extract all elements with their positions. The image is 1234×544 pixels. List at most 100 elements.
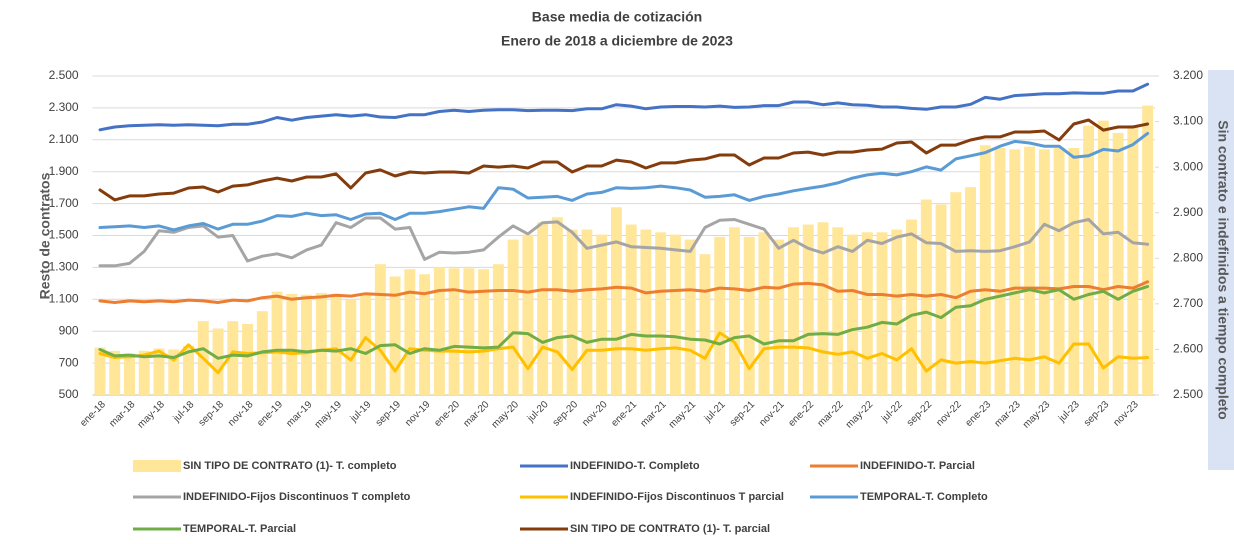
bar [404, 269, 416, 395]
x-tick-label: may-18 [136, 399, 168, 431]
bar [551, 217, 563, 395]
legend-label: INDEFINIDO-Fijos Discontinuos T parcial [570, 491, 784, 503]
bar [817, 222, 829, 395]
bar [124, 353, 135, 395]
bar [301, 294, 313, 395]
bar [271, 291, 283, 395]
x-tick-label: may-19 [313, 399, 345, 431]
line-series [98, 131, 1150, 232]
bar [891, 229, 903, 395]
x-tick-label: sep-23 [1082, 399, 1112, 429]
x-tick-label: ene-22 [786, 399, 816, 429]
x-tick-label: mar-20 [461, 399, 491, 429]
bar [374, 264, 386, 395]
bar [640, 229, 652, 395]
x-tick-label: jul-19 [348, 399, 374, 425]
y2-tick-label: 2.900 [1173, 205, 1203, 219]
legend-label: SIN TIPO DE CONTRATO (1)- T. parcial [570, 523, 770, 535]
bar [729, 227, 740, 395]
bar [448, 268, 460, 395]
bar [1142, 105, 1154, 395]
bar [847, 234, 858, 395]
bar [212, 328, 224, 395]
y-tick-label: 1.700 [49, 196, 79, 210]
x-tick-label: sep-18 [197, 399, 227, 429]
x-tick-label: sep-21 [728, 399, 758, 429]
line-series [98, 280, 1150, 304]
x-tick-label: ene-20 [432, 399, 462, 429]
bar [537, 222, 549, 395]
legend-label: INDEFINIDO-T. Parcial [860, 460, 975, 472]
bar [625, 224, 637, 395]
y-tick-label: 1.500 [49, 228, 79, 242]
bar [994, 148, 1006, 395]
bar [286, 293, 298, 395]
bar [876, 232, 888, 395]
line-series [98, 118, 1150, 202]
bar [507, 239, 519, 395]
bar [1068, 148, 1080, 395]
bar [227, 321, 239, 395]
line-series [98, 285, 1150, 360]
bar [1038, 149, 1050, 395]
bar [979, 145, 991, 395]
bar [330, 293, 342, 395]
y-tick-label: 2.100 [49, 132, 79, 146]
bar [1112, 132, 1124, 395]
y2-tick-label: 3.200 [1173, 68, 1203, 82]
bar [522, 234, 534, 395]
y-tick-label: 2.500 [49, 68, 79, 82]
x-tick-label: nov-19 [403, 399, 433, 429]
x-tick-label: jul-22 [879, 399, 905, 425]
bar [315, 292, 327, 395]
y-axis-label: Resto de contratos [37, 172, 53, 299]
bar [1024, 146, 1036, 395]
x-tick-label: mar-21 [638, 399, 668, 429]
x-tick-label: nov-18 [226, 399, 256, 429]
y2-tick-label: 2.500 [1173, 387, 1203, 401]
bar [906, 219, 917, 395]
x-tick-label: jul-18 [171, 399, 197, 425]
y-tick-label: 700 [59, 355, 79, 369]
bar [389, 276, 401, 395]
bar [478, 269, 490, 395]
legend-label: TEMPORAL-T. Parcial [183, 523, 296, 535]
x-tick-label: jul-21 [702, 399, 728, 425]
y2-tick-label: 2.800 [1173, 250, 1203, 264]
x-tick-label: sep-22 [905, 399, 935, 429]
bar [832, 227, 844, 395]
x-tick-label: mar-18 [107, 399, 137, 429]
x-tick-label: nov-21 [757, 399, 787, 429]
x-tick-label: nov-22 [934, 399, 964, 429]
bar [566, 229, 578, 395]
x-tick-label: mar-19 [284, 399, 314, 429]
bar [419, 274, 431, 395]
bar [109, 350, 121, 395]
y-tick-label: 1.900 [49, 164, 79, 178]
bar [743, 236, 755, 395]
bar [596, 234, 608, 395]
bar [935, 204, 947, 395]
y2-tick-label: 3.000 [1173, 159, 1203, 173]
bar [242, 323, 253, 395]
bar [699, 254, 711, 395]
legend-swatch [133, 460, 181, 472]
x-tick-label: nov-20 [580, 399, 610, 429]
x-tick-label: nov-23 [1111, 399, 1141, 429]
legend-label: INDEFINIDO-T. Completo [570, 460, 700, 472]
chart-subtitle: Enero de 2018 a diciembre de 2023 [501, 33, 733, 49]
bar [94, 347, 106, 395]
x-tick-label: may-21 [667, 399, 699, 431]
bar [802, 224, 814, 395]
bar [1097, 120, 1109, 395]
y-tick-label: 2.300 [49, 100, 79, 114]
y2-tick-label: 2.600 [1173, 342, 1203, 356]
bar [1009, 149, 1021, 395]
bar [433, 266, 445, 395]
x-tick-label: jul-23 [1056, 399, 1082, 425]
y-tick-label: 900 [59, 323, 79, 337]
bar [669, 234, 681, 395]
bar [758, 232, 770, 395]
bar [138, 350, 150, 395]
